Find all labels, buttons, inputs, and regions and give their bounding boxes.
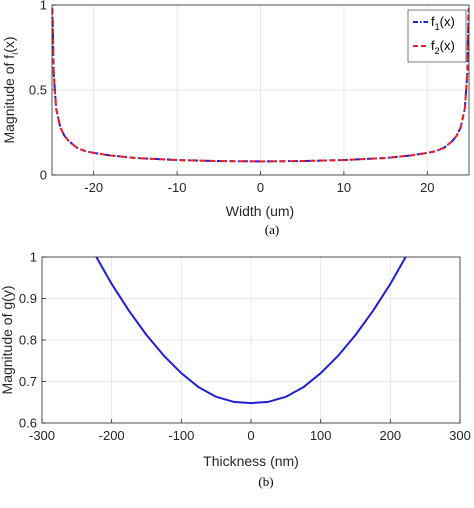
x-tick-label: -200 bbox=[99, 428, 125, 443]
y-tick-label: 1 bbox=[30, 250, 37, 265]
legend-f1-sub: 1 bbox=[435, 22, 440, 32]
legend-a: f1(x) f2(x) bbox=[407, 9, 467, 63]
caption-a: (a) bbox=[265, 222, 279, 237]
panel-b: -300 -200 -100 0 100 200 300 0.6 0.7 0.8 0.9 1 Thi… bbox=[0, 250, 471, 490]
panel-a: -20 -10 0 10 20 00.51 Width (um) Magnitude o… bbox=[1, 0, 470, 237]
x-axis-label-a: Width (um) bbox=[226, 203, 294, 219]
legend-f2-sub: 2 bbox=[435, 46, 440, 56]
series-line-b-1 bbox=[95, 256, 407, 405]
legend-box-a bbox=[407, 9, 467, 63]
x-tick-label: -10 bbox=[168, 180, 187, 195]
legend-f1-tail: (x) bbox=[440, 14, 455, 29]
y-ticks-a: 00.51 bbox=[29, 0, 56, 183]
x-tick-label: 300 bbox=[449, 428, 471, 443]
legend-f1-main: f bbox=[431, 14, 435, 29]
x-axis-label-b: Thickness (nm) bbox=[203, 453, 299, 469]
y-axis-label-a: Magnitude of fi(x) bbox=[1, 36, 20, 143]
y-tick-label: 0.9 bbox=[19, 291, 37, 306]
x-tick-label: 200 bbox=[379, 428, 401, 443]
y-tick-label: 0.7 bbox=[19, 374, 37, 389]
x-tick-label: 0 bbox=[247, 428, 254, 443]
y-tick-label: 1 bbox=[40, 0, 47, 13]
y-tick-label: 0.8 bbox=[19, 333, 37, 348]
y-axis-label-a-tail: (x) bbox=[1, 36, 17, 52]
legend-entry-f2: f2(x) bbox=[431, 38, 455, 56]
x-ticks-a: -20 -10 0 10 20 bbox=[84, 171, 435, 195]
x-tick-label: 10 bbox=[337, 180, 351, 195]
x-tick-label: 0 bbox=[257, 180, 264, 195]
caption-b: (b) bbox=[258, 474, 273, 489]
y-axis-label-a-main: Magnitude of f bbox=[1, 55, 17, 144]
series-line-a-2 bbox=[51, 8, 470, 163]
legend-f2-main: f bbox=[431, 38, 435, 53]
series-lines-b bbox=[95, 256, 407, 405]
y-ticks-b: 0.6 0.7 0.8 0.9 1 bbox=[19, 250, 46, 431]
y-tick-label: 0.5 bbox=[29, 83, 47, 98]
y-tick-label: 0 bbox=[40, 168, 47, 183]
y-axis-label-b: Magnitude of g(y) bbox=[0, 286, 15, 395]
x-tick-label: -300 bbox=[29, 428, 55, 443]
y-axis-label-a-sub: i bbox=[10, 53, 20, 55]
x-tick-label: 100 bbox=[310, 428, 332, 443]
x-tick-label: -100 bbox=[168, 428, 194, 443]
x-tick-label: 20 bbox=[420, 180, 434, 195]
y-tick-label: 0.6 bbox=[19, 416, 37, 431]
legend-entry-f1: f1(x) bbox=[431, 14, 455, 32]
x-tick-label: -20 bbox=[84, 180, 103, 195]
legend-f2-tail: (x) bbox=[440, 38, 455, 53]
x-ticks-b: -300 -200 -100 0 100 200 300 bbox=[29, 419, 471, 443]
series-lines-a bbox=[51, 8, 470, 163]
